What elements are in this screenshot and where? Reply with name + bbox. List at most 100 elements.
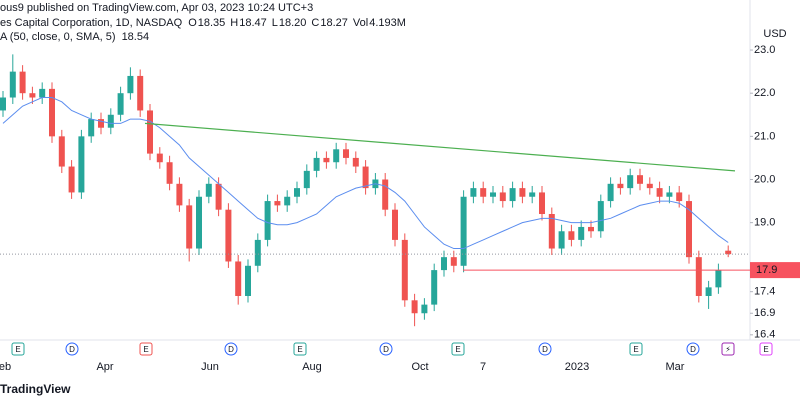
candle-body: [597, 201, 604, 232]
event-marker: [629, 342, 643, 356]
candle-body: [382, 179, 389, 210]
candle-body: [78, 136, 85, 193]
candle-body: [137, 75, 144, 111]
candle-body: [98, 119, 104, 128]
candle-body: [274, 201, 281, 206]
x-tick-label: 2023: [565, 361, 589, 373]
candle-body: [686, 201, 692, 258]
candle-body: [617, 183, 624, 189]
candle-body: [0, 97, 6, 111]
event-label: E: [763, 345, 768, 354]
event-label: D: [383, 345, 389, 354]
candle-body: [303, 170, 310, 189]
trend-line: [144, 122, 736, 172]
event-marker: [759, 342, 773, 356]
candle-body: [333, 149, 340, 163]
price-tag-label: 17.9: [756, 264, 777, 276]
ohlc-value: 18.35: [198, 17, 226, 29]
candle-body: [117, 93, 124, 115]
x-tick-label: Oct: [411, 361, 428, 373]
ohlc-key: H: [230, 17, 238, 29]
candle-body: [548, 214, 555, 249]
candle-body: [176, 183, 183, 206]
candle-body: [646, 183, 653, 189]
candle-body: [196, 196, 202, 249]
y-tick-label: 19.0: [754, 217, 775, 229]
event-label: E: [143, 345, 148, 354]
candle-body: [460, 196, 467, 266]
candle-body: [284, 196, 291, 206]
candle-body: [519, 188, 526, 197]
candle-body: [392, 209, 398, 240]
candle-body: [578, 226, 585, 240]
event-marker: [379, 342, 393, 356]
candle-body: [509, 188, 516, 202]
candle-body: [264, 201, 271, 240]
candle-body: [715, 270, 722, 288]
symbol: es Capital Corporation, 1D, NASDAQ: [0, 17, 183, 29]
candle-body: [441, 257, 447, 271]
candle-body: [450, 257, 457, 266]
y-tick-label: 22.0: [754, 87, 775, 99]
candle-body: [215, 183, 222, 210]
candle-body: [362, 166, 369, 189]
x-tick-label: 7: [480, 361, 486, 373]
candle-body: [29, 93, 36, 98]
candle-body: [225, 209, 232, 262]
event-label: E: [297, 345, 302, 354]
event-marker: [11, 342, 25, 356]
y-tick-label: 16.9: [754, 307, 775, 319]
candle-body: [205, 183, 212, 197]
candle-body: [88, 119, 95, 137]
candle-body: [499, 192, 506, 202]
candle-body: [343, 149, 349, 158]
event-marker: [139, 342, 153, 356]
candle-body: [558, 231, 565, 249]
currency: USD: [763, 28, 786, 40]
event-marker: [538, 342, 552, 356]
candle-body: [470, 188, 477, 197]
candle-body: [352, 157, 359, 167]
candle-body: [705, 287, 712, 296]
event-marker: [65, 342, 79, 356]
candle-body: [490, 192, 496, 197]
candle-body: [588, 226, 594, 232]
price-tag: [750, 262, 800, 279]
candle-body: [186, 205, 193, 249]
y-tick-label: 23.0: [754, 44, 775, 56]
candle-body: [539, 192, 545, 215]
ohlc-value: 18.20: [279, 17, 307, 29]
x-tick-label: Mar: [666, 361, 685, 373]
ohlc-key: C: [311, 17, 319, 29]
y-tick-label: 17.4: [754, 286, 775, 298]
candle-body: [607, 183, 614, 202]
event-label: D: [690, 345, 696, 354]
candle-body: [166, 162, 173, 184]
candle-body: [529, 192, 536, 197]
candle-body: [676, 192, 683, 202]
event-marker: [721, 342, 735, 356]
candle-body: [637, 175, 643, 184]
candle-body: [39, 88, 46, 98]
candle-body: [568, 231, 575, 240]
candle-body: [294, 188, 300, 197]
event-label: E: [633, 345, 638, 354]
x-tick-label: Aug: [302, 361, 322, 373]
candle-body: [156, 153, 163, 163]
x-tick-label: Apr: [96, 361, 113, 373]
brand: TradingView: [0, 382, 71, 396]
candle-body: [19, 71, 26, 94]
y-tick-label: 20.0: [754, 173, 775, 185]
event-label: D: [542, 345, 548, 354]
ohlc-value: 4.193M: [369, 17, 406, 29]
event-marker: [293, 342, 307, 356]
candle-body: [313, 157, 320, 171]
candle-body: [725, 250, 732, 255]
candle-body: [480, 188, 487, 197]
ohlc-value: 18.47: [239, 17, 267, 29]
candle-body: [323, 157, 330, 163]
candle-body: [9, 71, 16, 98]
event-label: D: [69, 345, 75, 354]
event-label: ⚡: [725, 345, 731, 354]
